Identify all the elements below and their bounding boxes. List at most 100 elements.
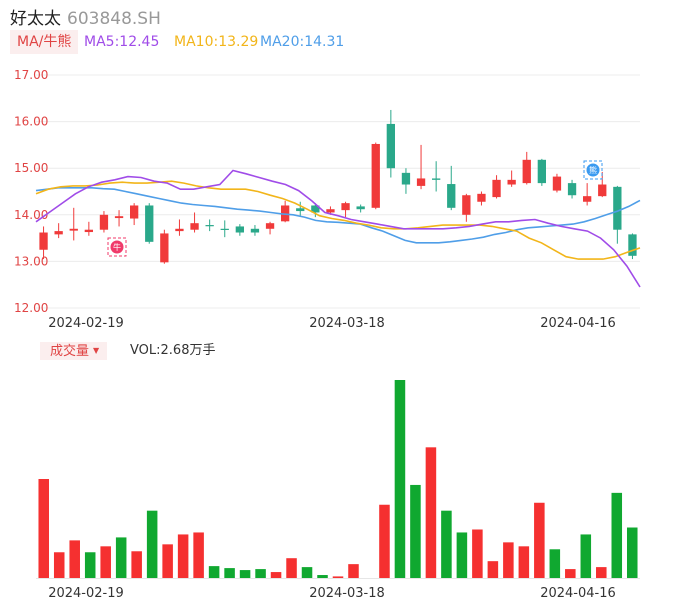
ma5-label: MA5:12.45: [84, 34, 160, 50]
candle-body: [129, 205, 139, 219]
ma10-label: MA10:13.29: [174, 34, 259, 50]
volume-bar: [84, 552, 96, 578]
volume-bar: [69, 540, 80, 578]
date-tick-label: 2024-03-18: [309, 316, 385, 331]
volume-bar: [611, 492, 623, 578]
volume-bar: [332, 576, 344, 578]
ma20-line: [35, 187, 641, 244]
candle-body: [477, 193, 486, 202]
volume-bar: [549, 549, 561, 578]
candle-body: [250, 228, 260, 233]
volume-bar: [580, 534, 592, 578]
volume-value: VOL:2.68万手: [130, 343, 216, 358]
volume-bar: [565, 569, 576, 578]
volume-bar: [224, 568, 235, 578]
volume-bar: [425, 447, 437, 578]
volume-bar: [456, 532, 468, 578]
date-tick-label: 2024-04-16: [540, 316, 616, 331]
volume-bar: [348, 564, 359, 578]
volume-bar: [410, 484, 421, 578]
price-tick-label: 17.00: [14, 68, 48, 82]
volume-tag-label: 成交量: [50, 344, 90, 359]
volume-bar: [596, 567, 607, 578]
stock-code: 603848.SH: [67, 9, 161, 29]
candle-body: [39, 232, 48, 250]
candle-body: [537, 159, 547, 184]
candle-body: [160, 233, 169, 263]
candle-body: [356, 206, 365, 210]
volume-bar: [177, 534, 189, 578]
candle-body: [386, 123, 396, 169]
volume-bar: [193, 532, 204, 578]
candle-body: [99, 214, 109, 230]
ma5-line: [35, 169, 641, 288]
candle-body: [462, 195, 471, 215]
candle-body: [507, 179, 516, 185]
date-tick-label: 2024-02-19: [48, 316, 124, 331]
candle-body: [431, 178, 441, 180]
volume-bar: [53, 552, 65, 578]
volume-indicator-selector[interactable]: 成交量 ▼: [40, 342, 108, 360]
volume-bar: [503, 542, 514, 578]
candle-body: [492, 179, 501, 198]
volume-bar: [472, 529, 483, 578]
candle-body: [190, 223, 199, 230]
volume-bar: [518, 546, 530, 578]
candle-body: [69, 228, 78, 231]
bear-badge-icon: [586, 163, 600, 177]
candle-body: [598, 184, 607, 197]
bull-badge-icon: [110, 240, 124, 254]
candle-body: [265, 223, 275, 229]
volume-bar: [38, 479, 50, 578]
price-tick-label: 12.00: [14, 301, 48, 315]
volume-bar: [100, 546, 111, 578]
ma20-label: MA20:14.31: [260, 34, 345, 50]
bear-badge-icon-label: 熊: [589, 165, 597, 175]
volume-date-tick-label: 2024-02-19: [48, 586, 124, 601]
volume-bar: [286, 558, 297, 578]
candle-body: [84, 229, 94, 233]
candle-body: [401, 172, 411, 185]
volume-bar: [379, 504, 390, 578]
bull-badge-icon-label: 牛: [113, 242, 121, 252]
candle-body: [613, 186, 622, 230]
price-tick-label: 16.00: [14, 115, 48, 129]
candle-body: [341, 203, 350, 211]
volume-bar: [441, 510, 452, 578]
candle-body: [296, 208, 305, 212]
candle-body: [220, 228, 229, 230]
volume-bar: [317, 575, 328, 578]
price-tick-label: 14.00: [14, 208, 48, 222]
volume-bar: [239, 570, 251, 578]
volume-bar: [301, 567, 313, 578]
candle-body: [567, 183, 577, 196]
candle-body: [371, 143, 380, 208]
candle-body: [552, 176, 562, 191]
volume-bar: [534, 502, 545, 578]
candle-body: [416, 178, 426, 186]
caret-down-icon: ▼: [93, 346, 100, 355]
volume-bar: [394, 380, 406, 578]
bull-badge-icon-frame: [107, 237, 127, 257]
candle-body: [582, 196, 592, 202]
candle-body: [54, 231, 63, 235]
stock-title: 好太太 603848.SH: [10, 4, 161, 29]
volume-bar: [146, 510, 158, 578]
candle-body: [145, 205, 154, 242]
candle-body: [114, 216, 124, 219]
volume-bar: [208, 566, 220, 578]
candle-body: [205, 225, 214, 227]
volume-bar: [626, 527, 638, 578]
volume-date-tick-label: 2024-03-18: [309, 586, 385, 601]
candle-body: [175, 228, 184, 232]
candle-body: [628, 234, 637, 256]
candle-body: [326, 209, 335, 213]
ma-indicator-selector[interactable]: MA/牛熊: [10, 30, 79, 54]
candle-body: [447, 184, 456, 208]
price-tick-label: 15.00: [14, 161, 48, 175]
ma10-line: [35, 180, 641, 260]
volume-bar: [131, 551, 142, 578]
volume-bar: [270, 572, 282, 578]
candle-body: [311, 205, 320, 213]
